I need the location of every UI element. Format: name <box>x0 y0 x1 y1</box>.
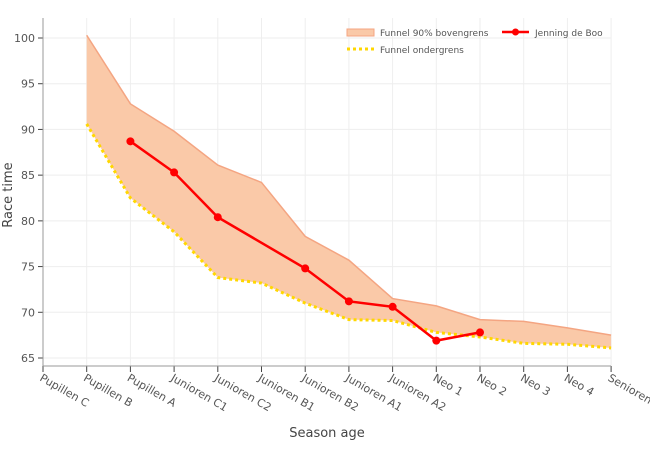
x-tick-label: Neo 2 <box>475 371 509 398</box>
jenning-point <box>301 264 310 273</box>
y-tick-label: 85 <box>21 169 35 182</box>
jenning-line <box>129 140 481 342</box>
x-tick-label: Pupillen B <box>81 371 135 409</box>
legend-label-jenning: Jenning de Boo <box>534 29 603 39</box>
legend-label-lower: Funnel ondergrens <box>380 46 464 56</box>
legend: Funnel 90% bovengrens Jenning de Boo Fun… <box>346 28 603 56</box>
funnel-lower-line <box>85 123 612 350</box>
jenning-point <box>432 336 441 345</box>
jenning-point <box>388 302 397 311</box>
jenning-point <box>213 213 222 222</box>
legend-swatch-upper <box>346 28 375 37</box>
jenning-point <box>126 137 135 146</box>
y-tick-label: 65 <box>21 352 35 365</box>
x-axis-title: Season age <box>289 426 365 441</box>
y-tick-label: 70 <box>21 306 35 319</box>
y-tick-label: 95 <box>21 78 35 91</box>
x-tick-label: Neo 4 <box>562 371 596 398</box>
funnel-band <box>86 35 612 348</box>
jenning-point <box>476 328 484 337</box>
funnel-upper-line <box>86 34 612 336</box>
x-tick-label: Neo 1 <box>431 371 465 398</box>
y-tick-label: 90 <box>21 123 35 136</box>
x-tick-label: Neo 3 <box>518 371 552 398</box>
y-tick-label: 75 <box>21 261 35 274</box>
x-tick-label: Senioren <box>606 371 650 407</box>
jenning-point <box>344 297 353 306</box>
y-tick-label: 80 <box>21 215 35 228</box>
y-tick-label: 100 <box>14 32 35 45</box>
y-axis-title: Race time <box>1 162 16 227</box>
legend-marker-jenning <box>512 28 519 36</box>
legend-label-upper: Funnel 90% bovengrens <box>380 29 489 39</box>
jenning-point <box>170 168 179 177</box>
